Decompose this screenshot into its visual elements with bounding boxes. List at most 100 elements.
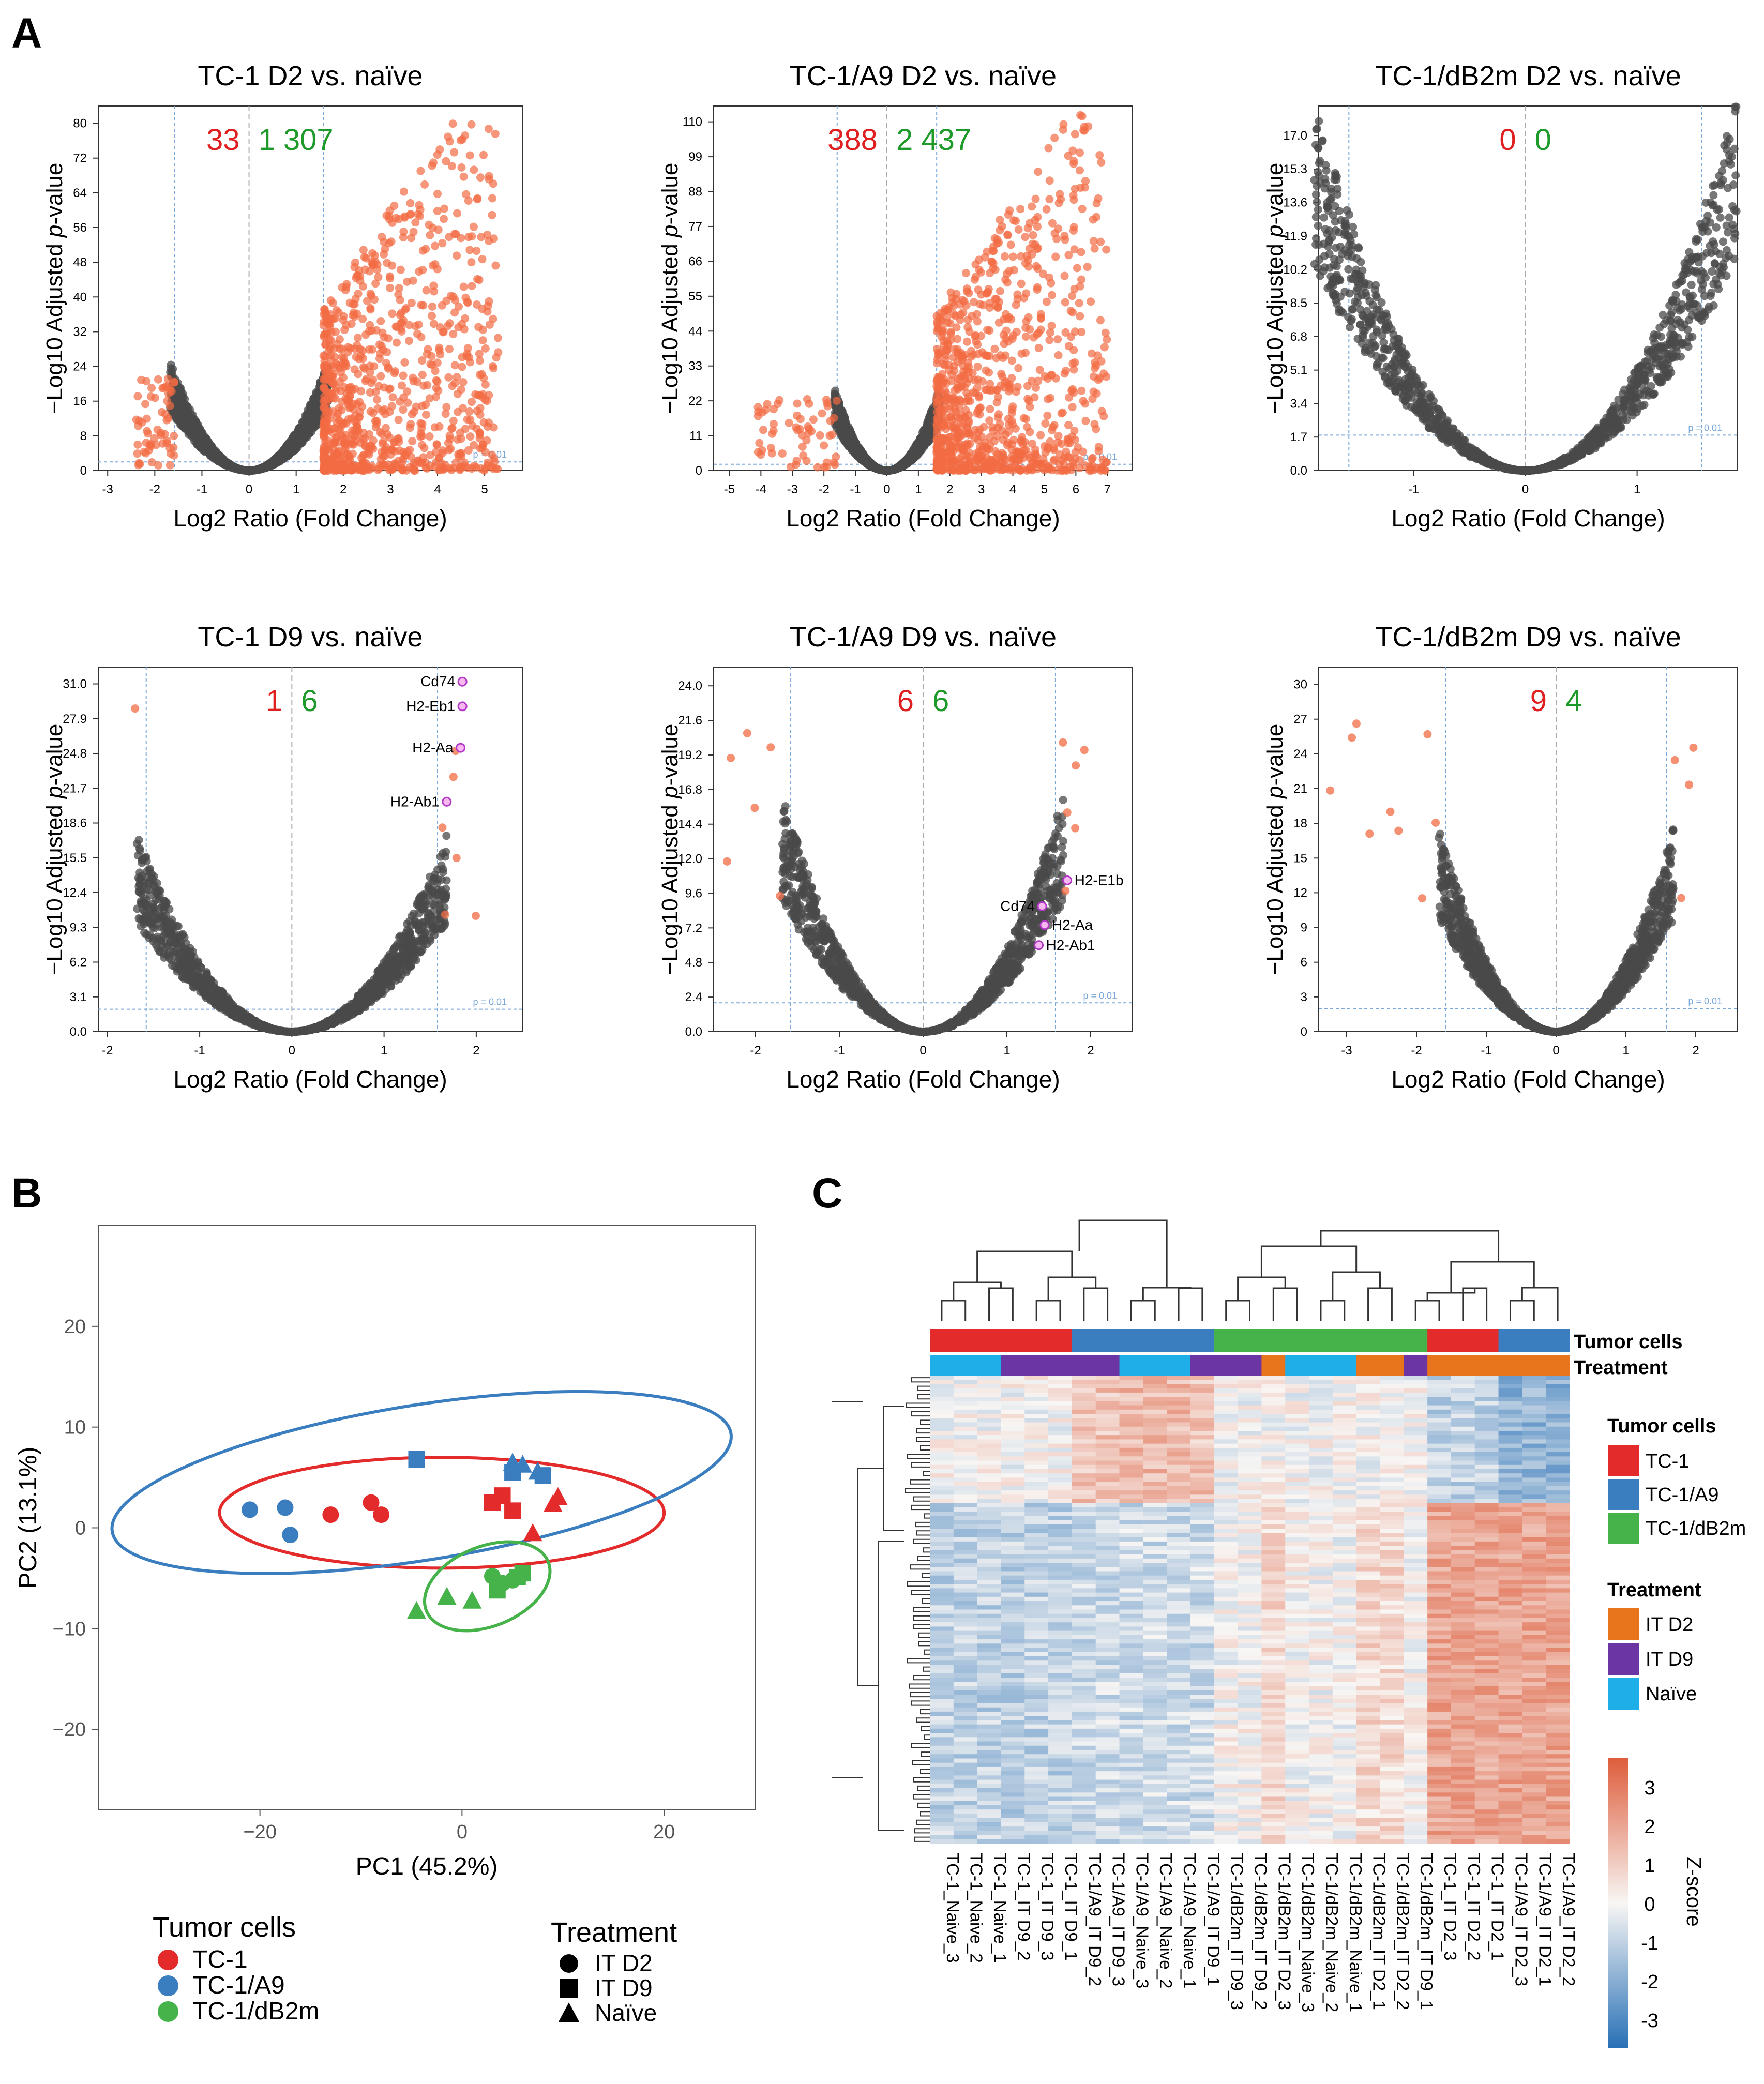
ns-gene-point: [873, 464, 882, 473]
sig-gene-point: [1068, 403, 1077, 412]
sig-gene-point: [989, 247, 998, 255]
x-tick-label: 0: [1522, 482, 1529, 496]
sig-gene-point: [1050, 133, 1059, 142]
sig-gene-point: [365, 430, 374, 439]
sig-gene-point: [353, 341, 361, 350]
y-label-part: -value: [657, 163, 683, 225]
sig-gene-point: [457, 163, 466, 172]
sig-gene-point: [367, 443, 376, 451]
sig-gene-point: [1016, 205, 1025, 214]
sig-gene-point: [142, 414, 151, 423]
sig-gene-point: [320, 447, 329, 456]
sig-gene-point: [375, 340, 384, 349]
sig-gene-point: [1051, 252, 1060, 261]
sig-gene-point: [1048, 219, 1057, 228]
sig-gene-point: [973, 383, 982, 392]
sig-gene-point: [409, 276, 417, 285]
sig-gene-point: [1008, 252, 1017, 261]
sig-gene-point: [1054, 432, 1063, 441]
sig-gene-point: [1099, 412, 1108, 420]
sig-gene-point: [938, 415, 947, 424]
sig-gene-point: [422, 286, 431, 295]
sig-gene-point: [342, 283, 351, 292]
sig-gene-point: [766, 444, 775, 452]
sig-gene-point: [416, 419, 425, 428]
sig-gene-point: [489, 314, 497, 323]
sig-gene-point: [1045, 336, 1054, 344]
sig-gene-point: [943, 336, 952, 345]
sig-gene-point: [431, 241, 440, 250]
sig-gene-point: [932, 422, 941, 431]
sig-gene-point: [1095, 150, 1104, 159]
y-tick-label: 99: [688, 150, 702, 164]
sig-gene-point: [457, 452, 466, 461]
sig-gene-point: [1007, 416, 1016, 425]
volcano-title: TC-1 D2 vs. naïve: [198, 61, 423, 92]
sig-gene-point: [1063, 434, 1072, 443]
sig-gene-point: [444, 439, 453, 447]
sig-gene-point: [997, 369, 1006, 378]
sig-gene-point: [982, 453, 991, 462]
sig-gene-point: [932, 344, 941, 353]
y-tick-label: 80: [73, 117, 87, 131]
up-count: 1 307: [259, 123, 334, 157]
sig-gene-point: [134, 421, 143, 430]
sig-gene-point: [165, 401, 174, 410]
sig-gene-point: [376, 372, 385, 381]
sig-gene-point: [768, 429, 777, 438]
down-count: 0: [1499, 123, 1516, 157]
sig-gene-point: [1033, 222, 1042, 231]
sig-gene-point: [390, 201, 399, 210]
sig-gene-point: [489, 364, 498, 373]
sig-gene-point: [388, 309, 397, 318]
x-tick-label: -2: [149, 482, 160, 496]
sig-gene-point: [360, 364, 369, 373]
sig-gene-point: [402, 466, 411, 475]
sig-gene-point: [1081, 416, 1090, 425]
sig-gene-point: [791, 460, 800, 469]
sig-gene-point: [1064, 251, 1073, 260]
sig-gene-point: [332, 306, 341, 314]
sig-gene-point: [1102, 245, 1111, 254]
sig-gene-point: [328, 428, 337, 437]
y-tick-label: 33: [688, 359, 702, 373]
sig-gene-point: [469, 222, 478, 231]
y-axis-label: −Log10 Adjusted p-value: [1262, 163, 1288, 414]
sig-gene-point: [395, 284, 403, 293]
sig-gene-point: [1079, 447, 1088, 456]
sig-gene-point: [408, 436, 417, 445]
sig-gene-point: [474, 323, 483, 331]
sig-gene-point: [448, 382, 457, 390]
sig-gene-point: [1047, 279, 1056, 288]
sig-gene-point: [946, 288, 955, 297]
sig-gene-point: [410, 407, 418, 416]
sig-gene-point: [388, 261, 397, 270]
sig-gene-point: [463, 463, 472, 472]
panel-letter-b: B: [11, 1170, 42, 1217]
sig-gene-point: [468, 281, 476, 290]
y-label-part: −Log10 Adjusted: [42, 237, 67, 414]
x-tick-label: 4: [1009, 482, 1016, 496]
sig-gene-point: [472, 463, 480, 472]
sig-gene-point: [447, 425, 456, 433]
ns-gene-point: [301, 432, 310, 441]
sig-gene-point: [959, 308, 968, 317]
sig-gene-point: [1017, 349, 1026, 358]
sig-gene-point: [418, 458, 427, 467]
y-tick-label: 44: [688, 324, 702, 338]
x-tick-label: 2: [340, 482, 346, 496]
sig-gene-point: [1012, 217, 1020, 225]
sig-gene-point: [1000, 315, 1008, 324]
sig-gene-point: [1069, 157, 1078, 165]
sig-gene-point: [164, 414, 173, 422]
sig-gene-point: [990, 344, 999, 353]
sig-gene-point: [938, 370, 947, 379]
sig-gene-point: [769, 420, 778, 429]
sig-gene-point: [365, 345, 373, 354]
x-tick-label: -4: [756, 482, 766, 496]
sig-gene-point: [453, 435, 462, 444]
sig-gene-point: [1061, 235, 1069, 244]
ns-gene-point: [236, 465, 245, 474]
